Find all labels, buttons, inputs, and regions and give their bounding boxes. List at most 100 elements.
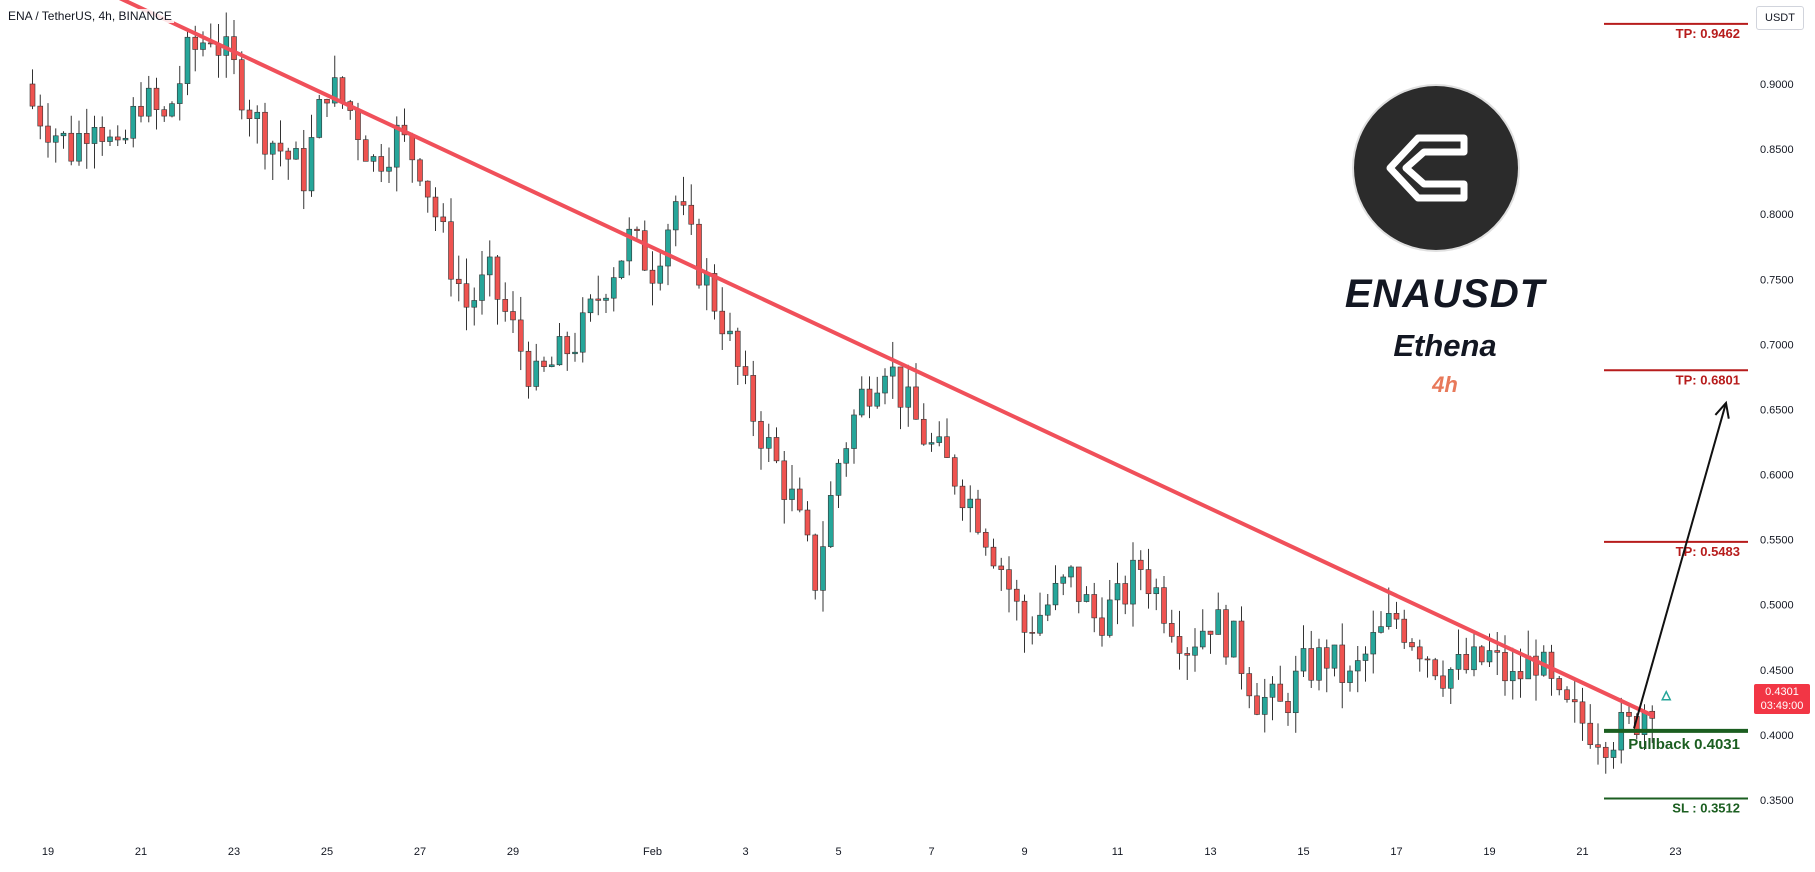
x-tick-label: 9	[1021, 846, 1027, 858]
candle-body	[231, 36, 237, 61]
candle-body	[680, 201, 687, 206]
trendline[interactable]	[95, 0, 1655, 718]
candle-body	[866, 388, 873, 407]
candle-body	[393, 124, 400, 168]
candle-body	[1114, 583, 1121, 601]
candle-body	[781, 460, 788, 500]
candle-body	[804, 509, 811, 536]
candle-body	[1471, 646, 1477, 671]
candle-body	[851, 414, 857, 449]
candle-body	[1440, 675, 1446, 689]
x-tick-label: 25	[321, 846, 333, 858]
candle-body	[1494, 650, 1501, 653]
x-tick-label: 21	[1576, 846, 1588, 858]
candle-body	[471, 300, 478, 308]
candle-body	[107, 136, 113, 142]
candle-body	[1099, 617, 1105, 636]
candle-body	[331, 77, 338, 104]
x-tick-label: 3	[742, 846, 748, 858]
candle-body	[1199, 630, 1206, 648]
candle-body	[533, 360, 540, 387]
candle-body	[1184, 653, 1191, 656]
candle-body	[68, 132, 75, 162]
candle-body	[455, 278, 462, 284]
candle-body	[424, 180, 431, 198]
candle-body	[1626, 711, 1632, 717]
candle-body	[1269, 683, 1276, 698]
candle-body	[1021, 600, 1028, 633]
pair-ticker: ENAUSDT	[1344, 272, 1546, 316]
candle-body	[734, 330, 741, 367]
candle-body	[1354, 660, 1361, 672]
level-label-tp3: TP: 0.9462	[1676, 26, 1740, 41]
arrow-shaft	[1633, 402, 1727, 729]
candle-body	[37, 105, 44, 127]
y-tick-label: 0.7000	[1760, 339, 1794, 351]
candle-body	[1571, 699, 1578, 703]
candle-body	[796, 488, 803, 511]
candle-body	[362, 139, 369, 162]
candle-body	[587, 298, 594, 314]
candle-body	[339, 77, 346, 102]
x-tick-label: 17	[1390, 846, 1402, 858]
candle-body	[45, 125, 51, 143]
candle-body	[238, 59, 245, 111]
current-price-badge: 0.4301 03:49:00	[1754, 684, 1810, 714]
candle-body	[417, 159, 423, 182]
candle-body	[99, 127, 106, 142]
level-label-tp1: TP: 0.5483	[1676, 544, 1740, 559]
y-tick-label: 0.4000	[1760, 730, 1794, 742]
candle-body	[758, 420, 764, 449]
candle-body	[626, 228, 633, 262]
candle-body	[905, 386, 912, 408]
candle-body	[998, 565, 1005, 570]
candle-body	[1223, 609, 1229, 658]
candle-body	[610, 277, 617, 299]
candle-body	[657, 265, 664, 284]
x-tick-label: 19	[42, 846, 54, 858]
candle-body	[1277, 683, 1284, 702]
y-tick-label: 0.6500	[1760, 404, 1794, 416]
candle-body	[262, 111, 268, 155]
candle-body	[52, 135, 59, 143]
candle-body	[200, 42, 206, 50]
candle-body	[269, 142, 276, 155]
candle-body	[897, 366, 904, 408]
candle-body	[773, 437, 780, 462]
candle-body	[1610, 749, 1617, 758]
candle-body	[1517, 671, 1524, 680]
x-tick-label: 21	[135, 846, 147, 858]
y-tick-label: 0.5000	[1760, 600, 1794, 612]
candle-body	[1075, 566, 1082, 602]
candle-body	[161, 109, 168, 117]
candle-body	[1556, 678, 1563, 691]
candle-body	[603, 297, 609, 301]
candle-body	[579, 312, 586, 353]
x-tick-label: 15	[1297, 846, 1309, 858]
candle-body	[1044, 604, 1051, 616]
candle-body	[1331, 644, 1338, 669]
candle-body	[324, 99, 330, 104]
candle-body	[1145, 569, 1152, 595]
candle-body	[1161, 587, 1167, 624]
candle-body	[1176, 636, 1183, 654]
candle-body	[494, 256, 501, 300]
candle-body	[316, 99, 323, 138]
candle-body	[1447, 669, 1454, 689]
candle-body	[1509, 671, 1516, 682]
candle-body	[1347, 670, 1353, 683]
candle-body	[1207, 630, 1214, 635]
symbol-label: ENA / TetherUS, 4h, BINANCE	[6, 9, 174, 23]
candle-body	[448, 221, 454, 280]
candle-body	[517, 319, 524, 352]
currency-badge[interactable]: USDT	[1756, 6, 1804, 30]
candle-body	[1463, 654, 1470, 671]
candle-body	[463, 283, 470, 308]
candle-body	[440, 216, 447, 223]
x-tick-label: 29	[507, 846, 519, 858]
candle-body	[1595, 744, 1601, 748]
candle-body	[138, 105, 144, 117]
candle-body	[889, 366, 896, 377]
